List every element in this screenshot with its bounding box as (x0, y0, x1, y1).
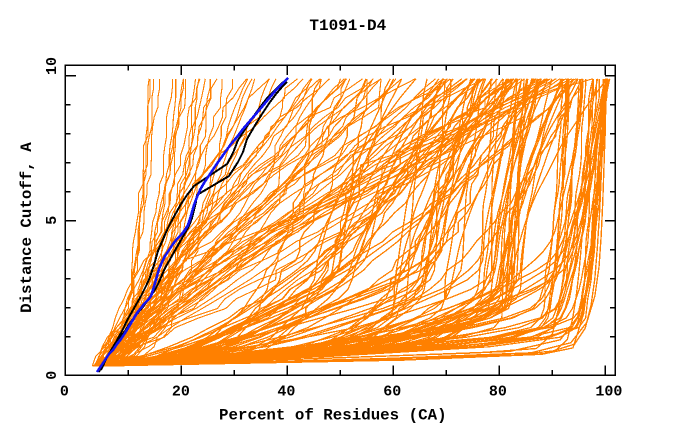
svg-text:Distance Cutoff, A: Distance Cutoff, A (18, 142, 36, 313)
svg-text:40: 40 (277, 383, 295, 400)
svg-text:20: 20 (172, 383, 190, 400)
svg-text:60: 60 (383, 383, 401, 400)
svg-text:0: 0 (44, 371, 61, 380)
svg-text:Percent of Residues (CA): Percent of Residues (CA) (219, 407, 447, 425)
svg-text:80: 80 (489, 383, 507, 400)
svg-text:100: 100 (595, 383, 622, 400)
svg-text:5: 5 (44, 216, 61, 225)
svg-text:0: 0 (60, 383, 69, 400)
svg-text:T1091-D4: T1091-D4 (309, 17, 386, 35)
svg-text:10: 10 (44, 57, 61, 75)
